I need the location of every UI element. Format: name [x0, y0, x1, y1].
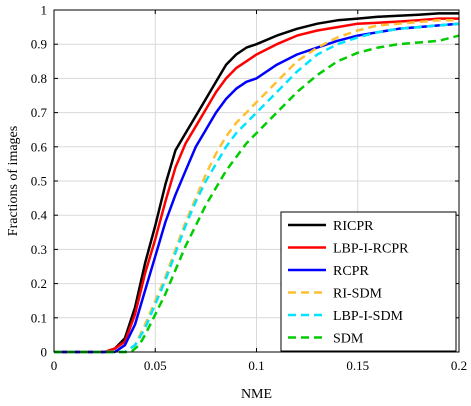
y-tick-label-2: 0.2 [31, 276, 47, 291]
x-tick-label-0: 0 [51, 358, 58, 373]
legend-label-0: RICPR [333, 219, 374, 234]
axis-ticks [53, 9, 460, 353]
series-lines [54, 12, 460, 354]
y-tick-label-8: 0.8 [31, 71, 47, 86]
y-tick-label-5: 0.5 [31, 174, 47, 189]
x-tick-labels: 0 0.05 0.1 0.15 0.2 [51, 358, 467, 373]
x-tick-label-2: 0.1 [248, 358, 264, 373]
series-line-lbp-i-rcpr [54, 17, 459, 354]
legend-label-3: RI-SDM [333, 287, 383, 302]
y-tick-label-3: 0.3 [31, 242, 47, 257]
y-tick-label-9: 0.9 [31, 37, 47, 52]
y-tick-label-0: 0 [41, 345, 48, 360]
legend-label-2: RCPR [333, 264, 369, 279]
y-tick-label-6: 0.6 [31, 139, 48, 154]
y-tick-labels: 0 0.1 0.2 0.3 0.4 0.5 0.6 0.7 0.8 0.9 1 [31, 3, 48, 360]
series-line-ri-sdm [54, 19, 459, 354]
legend-items: RICPR LBP-I-RCPR RCPR RI-SDM LBP-I-SDM SDM [288, 219, 409, 347]
series-line-lbp-i-sdm [54, 22, 460, 354]
legend-label-1: LBP-I-RCPR [333, 242, 409, 257]
y-tick-label-1: 0.1 [31, 310, 47, 325]
x-axis-title: NME [241, 387, 272, 402]
series-line-ricpr [54, 12, 459, 354]
x-tick-label-4: 0.2 [451, 358, 467, 373]
x-tick-label-3: 0.15 [346, 358, 369, 373]
legend-label-5: SDM [333, 332, 364, 347]
y-tick-label-4: 0.4 [31, 208, 48, 223]
y-tick-label-7: 0.7 [31, 105, 48, 120]
x-tick-label-1: 0.05 [144, 358, 167, 373]
legend-label-4: LBP-I-SDM [333, 309, 404, 324]
legend: RICPR LBP-I-RCPR RCPR RI-SDM LBP-I-SDM SDM [280, 211, 457, 352]
legend-box [280, 211, 457, 352]
y-tick-label-10: 1 [41, 3, 48, 18]
y-axis-title: Fractions of images [6, 126, 21, 236]
series-line-rcpr [54, 22, 460, 354]
